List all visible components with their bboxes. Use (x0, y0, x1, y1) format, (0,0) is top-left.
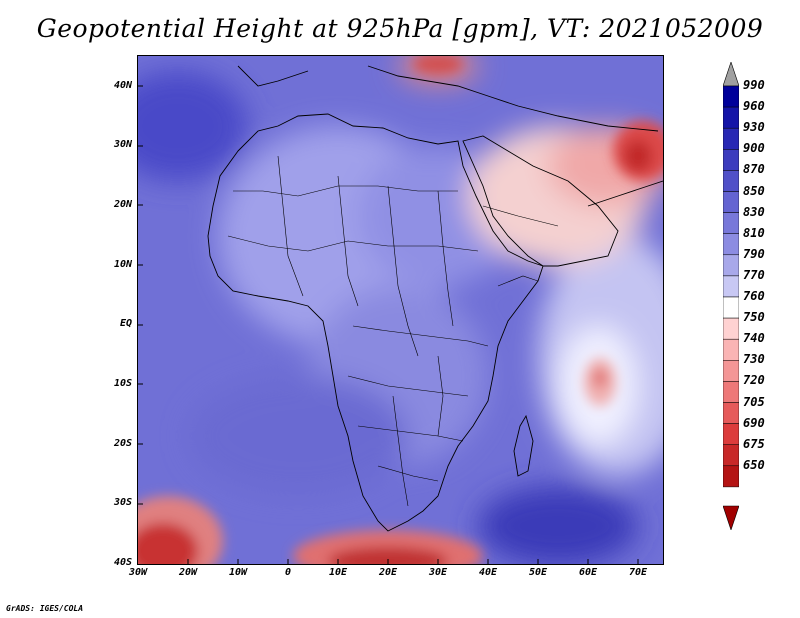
colorbar-label: 990 (743, 78, 765, 92)
colorbar-cell (723, 254, 739, 277)
lon-label-30w: 30W (128, 567, 148, 578)
colorbar-bottom-arrow (723, 505, 739, 530)
colorbar-label: 740 (743, 331, 765, 346)
colorbar-label: 650 (743, 457, 765, 472)
colorbar-cell (723, 212, 739, 234)
colorbar-cell (723, 106, 739, 129)
colorbar-top-arrow (723, 62, 739, 87)
colorbar-cell (723, 127, 739, 150)
colorbar-cell (723, 360, 739, 382)
height-field-extremes (138, 56, 663, 564)
colorbar-label: 705 (743, 394, 765, 409)
colorbar-cell (723, 149, 739, 171)
map-title: Geopotential Height at 925hPa [gpm], VT:… (36, 14, 764, 43)
map-panel (137, 55, 664, 565)
madagascar-coastline (513, 414, 534, 477)
colorbar-label: 810 (743, 225, 765, 240)
lon-label-20w: 20W (178, 567, 198, 578)
colorbar-cell (723, 465, 739, 488)
colorbar-cell (723, 85, 739, 108)
colorbar-label: 900 (743, 141, 765, 156)
colorbar-label: 760 (743, 289, 765, 303)
lat-label-20n: 20N (113, 199, 132, 210)
iberia-coastline (237, 65, 309, 87)
lat-label-10s: 10S (113, 378, 132, 389)
colorbar-cell (723, 233, 739, 256)
arabia-coastline (462, 135, 619, 267)
lon-label-60e: 60E (578, 567, 598, 578)
colorbar-cell (723, 275, 739, 298)
colorbar-cell (723, 338, 739, 361)
lon-label-40e: 40E (478, 567, 498, 578)
lat-label-40s: 40S (113, 557, 132, 568)
colorbar-cell (723, 317, 739, 340)
colorbar-label: 770 (743, 267, 765, 282)
country-borders (227, 155, 559, 507)
lon-label-70e: 70E (628, 567, 648, 578)
lon-label-20e: 20E (378, 567, 398, 578)
colorbar-cells (723, 85, 739, 488)
lat-label-30n: 30N (113, 139, 132, 150)
grads-credit: GrADS: IGES/COLA (6, 604, 84, 613)
colorbar (723, 62, 739, 530)
colorbar-label: 850 (743, 183, 765, 198)
colorbar-cell (723, 444, 739, 467)
colorbar-label: 960 (743, 99, 765, 114)
lon-label-0: 0 (284, 567, 292, 578)
colorbar-cell (723, 296, 739, 319)
colorbar-label: 750 (743, 310, 765, 325)
colorbar-cell (723, 423, 739, 445)
colorbar-cell (723, 170, 739, 192)
colorbar-label: 790 (743, 246, 765, 261)
lat-label-30s: 30S (113, 497, 132, 508)
colorbar-cell (723, 402, 739, 424)
lat-label-20s: 20S (113, 438, 132, 449)
axis-ticks (138, 85, 639, 564)
lon-label-30e: 30E (428, 567, 448, 578)
lon-label-10w: 10W (228, 567, 248, 578)
lon-label-50e: 50E (528, 567, 548, 578)
colorbar-label: 830 (743, 204, 765, 219)
lat-label-eq: EQ (119, 318, 132, 329)
colorbar-label: 690 (743, 415, 765, 430)
colorbar-cell (723, 381, 739, 403)
lat-label-10n: 10N (113, 259, 132, 270)
africa-coastline (207, 113, 544, 532)
colorbar-label: 870 (743, 162, 765, 177)
colorbar-label: 930 (743, 120, 765, 135)
colorbar-label: 675 (743, 436, 765, 451)
persia-coastline (587, 180, 663, 207)
colorbar-label: 730 (743, 352, 765, 367)
coastlines (207, 65, 663, 532)
height-field-shading (138, 56, 663, 564)
colorbar-cell (723, 191, 739, 213)
colorbar-label: 720 (743, 373, 765, 388)
mediterranean-coastline (367, 65, 659, 132)
lat-label-40n: 40N (113, 80, 132, 91)
lon-label-10e: 10E (328, 567, 348, 578)
geopotential-map (138, 56, 663, 564)
